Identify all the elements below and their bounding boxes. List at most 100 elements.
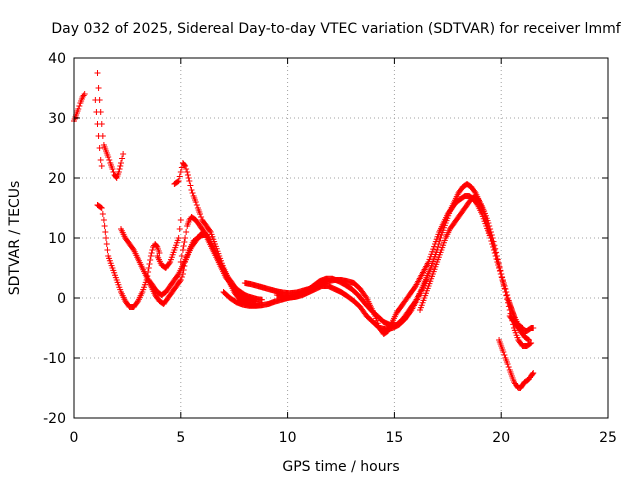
data-point [186, 178, 193, 184]
series-track-o [506, 313, 537, 334]
data-point [149, 247, 156, 253]
data-point [487, 226, 494, 232]
data-point [105, 154, 112, 160]
x-axis-title: GPS time / hours [282, 459, 399, 475]
axis-ticks [73, 57, 609, 419]
data-point [81, 91, 88, 97]
data-point [192, 199, 199, 205]
data-point [110, 169, 117, 175]
data-point [193, 202, 200, 208]
data-point [497, 267, 504, 274]
data-point [258, 296, 265, 303]
data-point [92, 97, 99, 103]
data-point [181, 239, 188, 245]
data-point [76, 103, 83, 109]
data-point [153, 243, 160, 249]
data-point [525, 336, 532, 343]
data-point [528, 340, 535, 346]
data-point [488, 232, 495, 238]
y-tick-label: 30 [48, 111, 66, 127]
data-point [495, 260, 502, 267]
x-tick-label: 20 [492, 430, 510, 446]
data-point [145, 265, 152, 271]
data-point [429, 248, 436, 255]
data-point [182, 163, 189, 169]
series-track-c [92, 97, 105, 169]
data-point [94, 70, 101, 76]
data-point [177, 169, 184, 175]
data-point [98, 205, 105, 211]
data-point [98, 163, 105, 169]
data-point [499, 278, 506, 285]
data-point [93, 109, 100, 115]
y-tick-label: 40 [48, 51, 66, 67]
data-point [501, 352, 508, 358]
data-point [500, 281, 507, 288]
y-tick-label: -10 [43, 351, 66, 367]
data-point [109, 166, 116, 172]
data-point [119, 155, 126, 162]
data-point [187, 182, 194, 189]
data-point [99, 211, 106, 217]
data-point [177, 217, 184, 223]
y-tick-label: 10 [48, 231, 66, 247]
data-point [102, 229, 109, 235]
data-point [97, 204, 104, 211]
data-point [425, 259, 432, 265]
x-tick-label: 10 [279, 430, 297, 446]
data-point [148, 250, 155, 256]
data-point [436, 238, 443, 244]
data-point [184, 169, 191, 175]
data-point [527, 340, 534, 347]
data-point [494, 256, 501, 263]
data-point [206, 227, 213, 234]
data-point [183, 166, 190, 172]
data-point [176, 226, 183, 232]
data-point [197, 211, 204, 217]
tick-labels: 0 5 10 15 20 25 -20 -10 0 10 20 30 40 [43, 51, 617, 446]
y-tick-label: 0 [57, 291, 66, 307]
data-point [362, 293, 369, 300]
series-track-i [177, 214, 259, 305]
series-track-g [154, 217, 184, 271]
data-point [166, 260, 173, 267]
data-point [505, 303, 512, 310]
data-point [100, 217, 107, 223]
data-point [506, 307, 513, 313]
data-point [492, 245, 499, 252]
data-point [95, 85, 102, 91]
data-point [181, 162, 188, 168]
data-point [529, 371, 536, 377]
x-tick-label: 25 [599, 430, 617, 446]
data-point [95, 133, 102, 139]
data-point [501, 285, 508, 292]
data-point [503, 292, 510, 299]
data-point [103, 241, 110, 247]
data-point [434, 244, 441, 250]
data-point [104, 247, 111, 253]
data-point [498, 271, 505, 277]
data-point [177, 277, 184, 283]
data-point [499, 274, 506, 281]
data-point [96, 145, 103, 151]
series-track-m [417, 193, 535, 349]
data-point [103, 235, 110, 241]
data-point [530, 325, 537, 331]
data-point [175, 235, 182, 241]
data-point [146, 261, 153, 267]
data-point [176, 173, 183, 180]
data-point [188, 187, 195, 193]
x-tick-label: 0 [70, 430, 79, 446]
data-point [489, 235, 496, 241]
data-point [180, 243, 187, 249]
data-point [437, 235, 444, 241]
data-point [430, 246, 437, 253]
data-point [183, 229, 190, 235]
data-point [120, 151, 127, 157]
data-point [504, 296, 511, 303]
data-point [94, 121, 101, 127]
data-point [493, 253, 500, 259]
data-point [435, 241, 442, 247]
data-point [486, 223, 493, 229]
